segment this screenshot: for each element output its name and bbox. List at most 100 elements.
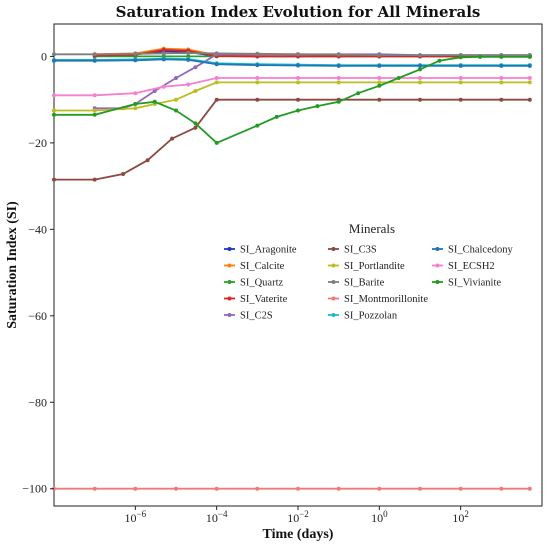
data-point-si-c3s (170, 136, 175, 141)
data-point-si-vivianite (152, 99, 157, 104)
legend-marker (227, 280, 232, 284)
data-point-si-c2s (152, 89, 157, 93)
x-tick-label: 10−4 (206, 509, 228, 525)
data-point-si-montmorillonite (377, 486, 382, 491)
data-point-si-vivianite (52, 112, 56, 117)
data-point-si-portlandite (499, 80, 504, 85)
data-point-si-portlandite (527, 80, 532, 85)
data-point-si-vivianite (193, 121, 198, 126)
data-point-si-montmorillonite (214, 486, 219, 491)
legend-item-si-c2s: SI_C2S (224, 311, 273, 322)
x-tick-label: 10−6 (125, 509, 147, 525)
legend: Minerals SI_Aragonite SI_Calcite SI_Quartz S… (224, 221, 513, 322)
data-point-si-montmorillonite (458, 486, 463, 491)
data-point-si-vivianite (458, 55, 463, 60)
y-tick-label: −40 (28, 222, 47, 236)
data-point-si-chalcedony (161, 57, 166, 62)
data-point-si-chalcedony (418, 63, 422, 68)
y-tick-label: −60 (28, 309, 47, 323)
data-point-si-chalcedony (296, 63, 300, 68)
data-point-si-portlandite (336, 80, 341, 85)
data-point-si-ecsh2 (418, 76, 422, 80)
data-point-si-c3s (52, 177, 56, 182)
data-point-si-portlandite (52, 108, 56, 113)
data-point-si-vivianite (214, 140, 219, 145)
legend-item-si-calcite: SI_Calcite (224, 261, 285, 272)
legend-item-si-vivianite: SI_Vivianite (432, 278, 501, 289)
series-si-chalcedony (52, 57, 532, 68)
data-point-si-portlandite (255, 80, 260, 85)
data-point-si-portlandite (418, 80, 422, 85)
data-point-si-c3s (255, 97, 260, 102)
legend-item-si-vaterite: SI_Vaterite (224, 294, 288, 305)
y-tick-label: −80 (28, 395, 47, 409)
data-point-si-barite (92, 52, 97, 57)
data-point-si-chalcedony (92, 58, 97, 63)
data-point-si-montmorillonite (336, 486, 341, 491)
data-point-si-chalcedony (133, 58, 138, 63)
legend-marker (331, 263, 336, 268)
legend-marker (435, 263, 440, 268)
legend-item-si-ecsh2: SI_ECSH2 (432, 261, 495, 272)
data-point-si-chalcedony (499, 63, 504, 68)
data-point-si-chalcedony (377, 63, 382, 68)
legend-item-si-barite: SI_Barite (328, 278, 385, 289)
legend-title: Minerals (349, 221, 395, 236)
data-point-si-chalcedony (527, 63, 532, 68)
data-point-si-c3s (121, 172, 126, 176)
data-point-si-ecsh2 (92, 93, 97, 98)
legend-marker (435, 280, 440, 284)
series-si-c2s (92, 52, 532, 111)
data-point-si-vivianite (274, 114, 279, 119)
data-point-si-montmorillonite (174, 486, 178, 491)
data-point-si-c3s (92, 177, 97, 182)
legend-marker (435, 247, 440, 251)
data-point-si-c3s (499, 97, 504, 102)
data-point-si-chalcedony (186, 57, 191, 62)
legend-marker (331, 313, 336, 317)
legend-item-si-pozzolan: SI_Pozzolan (328, 311, 398, 322)
series-line-si-barite (54, 52, 530, 56)
series-si-vivianite (52, 54, 532, 145)
data-point-si-chalcedony (255, 63, 260, 68)
data-point-si-vivianite (478, 54, 483, 59)
data-point-si-ecsh2 (133, 91, 138, 96)
data-point-si-montmorillonite (133, 486, 138, 491)
data-point-si-portlandite (214, 80, 219, 85)
data-point-si-ecsh2 (499, 76, 504, 80)
legend-item-si-quartz: SI_Quartz (224, 278, 283, 289)
y-tick-label: 0 (41, 49, 47, 63)
legend-item-si-portlandite: SI_Portlandite (328, 261, 405, 272)
data-point-si-vivianite (377, 83, 382, 88)
data-point-si-barite (377, 53, 382, 58)
data-point-si-montmorillonite (418, 486, 422, 491)
data-point-si-barite (52, 52, 56, 57)
data-point-si-chalcedony (336, 63, 341, 68)
legend-label: SI_Barite (344, 278, 385, 289)
data-point-si-ecsh2 (458, 76, 463, 80)
data-point-si-barite (161, 51, 166, 56)
data-point-si-montmorillonite (527, 486, 532, 491)
series-si-ecsh2 (52, 76, 532, 98)
data-point-si-montmorillonite (296, 486, 300, 491)
legend-marker (331, 296, 336, 301)
data-point-si-portlandite (377, 80, 382, 85)
series-si-barite (52, 51, 532, 58)
series-si-c3s (52, 97, 532, 182)
data-point-si-portlandite (458, 80, 463, 85)
data-point-si-vivianite (133, 102, 138, 106)
data-point-si-c3s (377, 97, 382, 102)
legend-marker (331, 280, 336, 284)
data-point-si-vivianite (418, 67, 422, 72)
data-point-si-barite (255, 51, 260, 56)
legend-item-si-chalcedony: SI_Chalcedony (432, 245, 513, 256)
x-tick-label: 100 (371, 509, 388, 525)
data-point-si-vivianite (315, 104, 320, 109)
x-axis-label: Time (days) (263, 527, 334, 542)
data-point-si-barite (296, 52, 300, 57)
data-point-si-barite (186, 51, 191, 55)
legend-label: SI_Pozzolan (344, 311, 398, 322)
data-point-si-c3s (527, 97, 532, 102)
data-point-si-vivianite (356, 91, 361, 96)
legend-marker (227, 263, 232, 268)
